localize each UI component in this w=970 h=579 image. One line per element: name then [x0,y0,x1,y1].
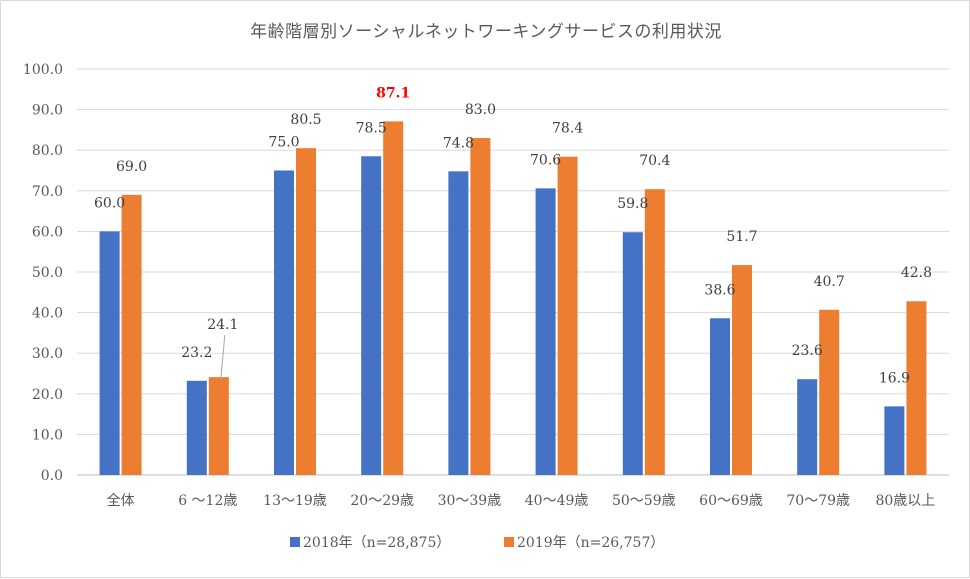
data-label: 40.7 [814,274,845,290]
chart-title: 年齢階層別ソーシャルネットワーキングサービスの利用状況 [250,22,722,42]
bar-series1 [274,170,294,475]
bar-series1 [361,156,382,476]
data-labels: 60.0 69.0 23.2 24.1 75.0 80.5 78.5 87.1 74.8 83.0… [94,85,932,386]
data-label: 78.5 [356,120,387,136]
data-label: 70.4 [639,153,670,169]
x-tick-label: 20～29歳 [350,493,414,509]
bar-series2 [906,301,927,475]
data-label: 74.8 [443,135,474,151]
y-tick-label: 0.0 [41,468,63,484]
data-label: 69.0 [116,159,147,175]
bar-series2 [819,309,840,475]
x-tick-label: 60～69歳 [699,493,763,509]
y-tick-label: 90.0 [32,103,63,119]
y-axis-ticks: 0.0 10.0 20.0 30.0 40.0 50.0 60.0 70.0 80.0 90.0 1… [23,62,63,484]
y-tick-label: 100.0 [23,62,63,78]
data-label-highlight: 87.1 [376,85,410,101]
x-tick-label: 13～19歳 [263,493,327,509]
x-tick-label: 80歳以上 [875,493,935,509]
data-label: 80.5 [290,112,321,128]
bar-series2 [732,265,752,475]
data-label: 16.9 [879,370,910,386]
data-label: 24.1 [207,317,238,333]
x-tick-label: 50～59歳 [612,493,676,509]
bar-series2 [557,156,578,476]
bar-series2 [296,148,316,476]
data-label: 60.0 [94,195,125,211]
data-label: 23.6 [792,343,823,359]
x-tick-label: 70～79歳 [786,493,850,509]
data-label-leader-line [220,335,226,380]
bar-series1 [448,171,469,475]
legend-label: 2018年（n=28,875） [303,535,450,551]
data-label: 38.6 [704,282,735,298]
y-tick-label: 50.0 [32,265,63,281]
x-tick-label: 30～39歳 [438,493,502,509]
bar-series1 [99,231,120,475]
bar-series2 [644,189,665,475]
bar-series1 [884,406,905,475]
bar-series1 [622,232,643,475]
legend-label: 2019年（n=26,757） [517,535,664,551]
legend-swatch [504,537,514,547]
y-tick-label: 10.0 [32,427,63,443]
data-label: 42.8 [901,265,932,281]
data-label: 70.6 [530,152,561,168]
bar-series2 [470,138,491,475]
x-tick-label: 6 ～12歳 [178,493,237,509]
bar-series2 [208,377,229,475]
x-tick-label: 40～49歳 [525,493,589,509]
bar-series1 [710,318,730,475]
bar-series2 [383,121,404,476]
y-tick-label: 40.0 [32,306,63,322]
y-tick-label: 80.0 [32,143,63,159]
y-tick-label: 30.0 [32,346,63,362]
bar-series1 [186,380,207,475]
x-tick-label: 全体 [107,492,135,509]
gridlines [77,68,949,476]
y-tick-label: 60.0 [32,224,63,240]
x-axis-ticks: 全体 6 ～12歳 13～19歳 20～29歳 30～39歳 40～49歳 50～59歳 60… [107,492,936,509]
data-label: 59.8 [617,196,648,212]
bar-series1 [797,379,818,475]
bars [99,121,927,476]
data-label: 75.0 [268,135,299,151]
data-label: 23.2 [181,345,212,361]
data-label: 51.7 [726,229,757,245]
data-label: 78.4 [552,121,583,137]
bar-series1 [535,188,556,475]
data-label: 83.0 [465,102,496,118]
bar-series2 [121,194,142,476]
y-tick-label: 70.0 [32,184,63,200]
y-tick-label: 20.0 [32,387,63,403]
legend: 2018年（n=28,875） 2019年（n=26,757） [290,535,664,551]
legend-swatch [290,537,300,547]
